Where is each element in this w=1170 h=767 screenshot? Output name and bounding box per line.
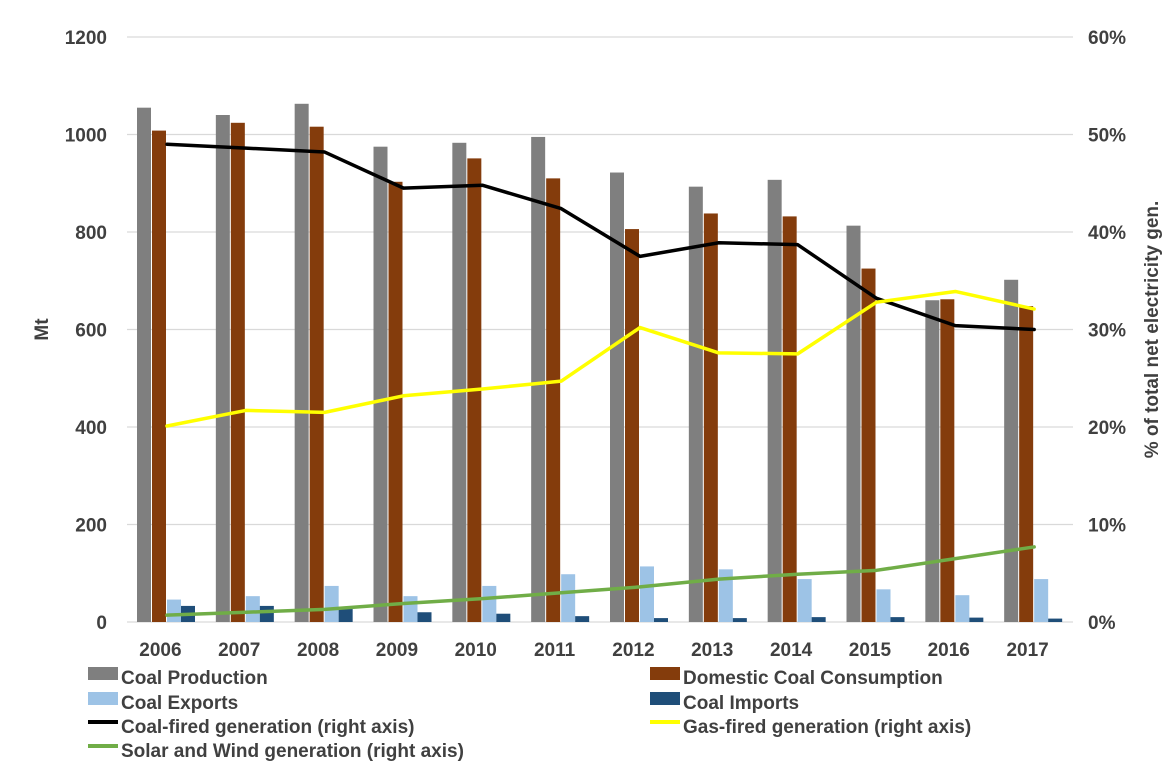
bar-coal-imports-2012 (654, 618, 668, 622)
bar-coal-imports-2015 (890, 617, 905, 622)
bar-coal-imports-2007 (259, 605, 274, 622)
bar-coal-production-2006 (137, 107, 151, 622)
y-axis-title: Mt (32, 318, 53, 341)
x-tick-label: 2006 (139, 640, 181, 661)
bar-coal-production-2010 (452, 142, 467, 622)
bar-domestic-coal-consumption-2016 (940, 299, 955, 622)
y-tick-label: 1200 (65, 28, 107, 49)
bar-coal-exports-2013 (718, 569, 733, 622)
x-tick-label: 2014 (770, 640, 813, 661)
bar-coal-exports-2009 (403, 596, 418, 622)
bar-coal-imports-2013 (732, 618, 747, 622)
y2-tick-label: 0% (1088, 613, 1116, 634)
y-tick-label: 400 (75, 418, 107, 439)
legend: Coal Production Domestic Coal Consumption… (88, 667, 971, 762)
bar-coal-production-2017 (1004, 279, 1019, 622)
y2-tick-label: 40% (1088, 223, 1126, 244)
bar-coal-exports-2011 (561, 574, 576, 622)
bar-domestic-coal-consumption-2017 (1019, 306, 1034, 622)
bar-coal-production-2007 (215, 115, 230, 622)
legend-swatch (650, 667, 680, 680)
bar-coal-imports-2016 (969, 617, 984, 622)
bar-coal-exports-2015 (876, 589, 891, 622)
y2-tick-label: 50% (1088, 126, 1126, 147)
y-tick-label: 600 (75, 321, 107, 342)
y2-tick-label: 30% (1088, 321, 1126, 342)
x-tick-label: 2007 (218, 640, 260, 661)
bar-coal-imports-2014 (811, 617, 826, 622)
bar-coal-production-2014 (767, 179, 782, 622)
legend-label: Solar and Wind generation (right axis) (121, 741, 464, 762)
x-tick-label: 2012 (612, 640, 654, 661)
x-tick-label: 2017 (1006, 640, 1048, 661)
x-tick-label: 2011 (534, 640, 576, 661)
x-tick-label: 2010 (455, 640, 497, 661)
bar-coal-production-2009 (373, 146, 388, 622)
legend-swatch (88, 667, 118, 680)
y-tick-label: 200 (75, 516, 107, 537)
legend-label: Gas-fired generation (right axis) (683, 717, 971, 738)
bar-domestic-coal-consumption-2009 (388, 181, 403, 622)
line-solar-and-wind-generation-right-axis- (165, 545, 1036, 617)
x-tick-label: 2016 (928, 640, 970, 661)
bar-coal-production-2012 (610, 172, 624, 622)
bar-coal-exports-2006 (167, 599, 181, 622)
x-tick-label: 2015 (849, 640, 892, 661)
y2-tick-label: 60% (1088, 28, 1126, 49)
bar-domestic-coal-consumption-2007 (230, 122, 245, 623)
bar-coal-imports-2017 (1048, 618, 1063, 622)
x-tick-label: 2009 (376, 640, 418, 661)
bar-coal-production-2013 (688, 186, 703, 622)
bar-coal-exports-2007 (245, 596, 260, 622)
bar-domestic-coal-consumption-2011 (546, 178, 561, 622)
bar-coal-imports-2008 (338, 606, 353, 622)
bar-coal-exports-2014 (797, 579, 812, 622)
x-tick-label: 2013 (691, 640, 733, 661)
bar-domestic-coal-consumption-2008 (309, 126, 324, 622)
legend-label: Coal-fired generation (right axis) (121, 717, 414, 738)
legend-swatch (650, 692, 680, 705)
line-gas-fired-generation-right-axis- (165, 289, 1036, 428)
bar-coal-exports-2016 (955, 595, 970, 622)
lines (165, 142, 1036, 617)
legend-swatch (88, 692, 118, 705)
legend-label: Domestic Coal Consumption (683, 668, 943, 689)
bar-coal-imports-2009 (417, 612, 432, 622)
y-tick-label: 0 (96, 613, 107, 634)
bar-domestic-coal-consumption-2015 (861, 268, 876, 622)
bar-coal-exports-2008 (324, 585, 339, 622)
bar-domestic-coal-consumption-2014 (782, 216, 797, 622)
x-tick-label: 2008 (297, 640, 339, 661)
bar-coal-production-2011 (531, 136, 546, 622)
bar-coal-imports-2011 (575, 616, 590, 622)
legend-label: Coal Exports (121, 693, 238, 714)
line-coal-fired-generation-right-axis- (165, 142, 1036, 332)
bar-coal-exports-2012 (640, 566, 654, 622)
bars (137, 103, 1063, 623)
y-tick-label: 1000 (65, 126, 107, 147)
axes: 0 0% 200 10% 400 20% 600 30% 800 40% 1000 50% 1200 60… (65, 28, 1126, 661)
bar-coal-production-2008 (294, 103, 309, 623)
bar-coal-exports-2010 (482, 585, 497, 622)
bar-domestic-coal-consumption-2006 (152, 130, 166, 622)
y2-tick-label: 20% (1088, 418, 1126, 439)
bar-coal-imports-2010 (496, 613, 511, 622)
bar-coal-production-2015 (846, 225, 861, 622)
legend-label: Coal Production (121, 668, 268, 689)
y2-tick-label: 10% (1088, 516, 1126, 537)
bar-domestic-coal-consumption-2013 (703, 213, 718, 622)
legend-label: Coal Imports (683, 693, 799, 714)
y-tick-label: 800 (75, 223, 107, 244)
bar-domestic-coal-consumption-2012 (625, 229, 639, 622)
bar-coal-exports-2017 (1034, 579, 1049, 622)
y2-axis-title: % of total net electricity gen. (1142, 201, 1163, 459)
bar-coal-production-2016 (925, 300, 940, 622)
